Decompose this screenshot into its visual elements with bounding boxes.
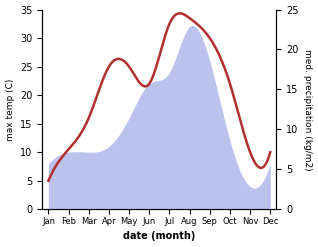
X-axis label: date (month): date (month) xyxy=(123,231,196,242)
Y-axis label: med. precipitation (kg/m2): med. precipitation (kg/m2) xyxy=(303,49,313,170)
Y-axis label: max temp (C): max temp (C) xyxy=(5,78,15,141)
